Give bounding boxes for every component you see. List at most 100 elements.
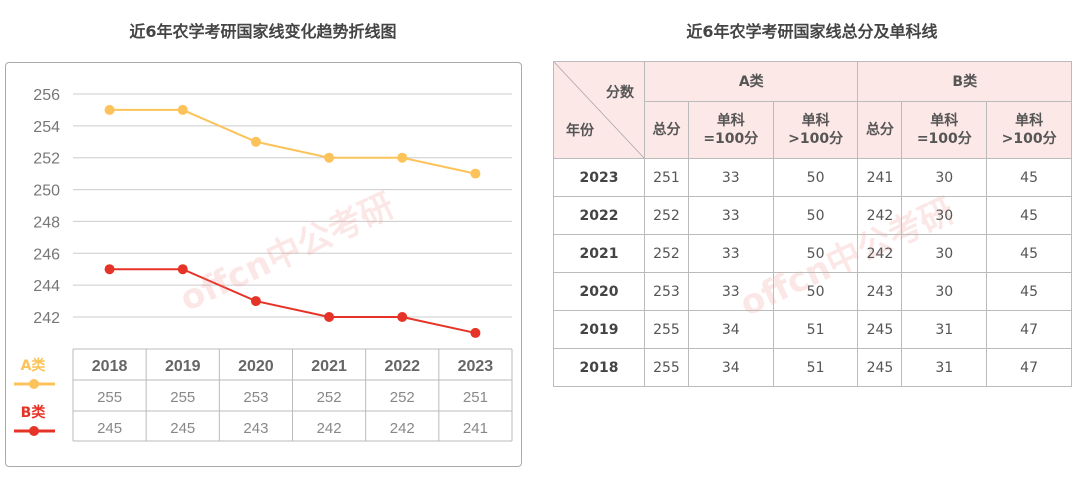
score-cell: 45 bbox=[986, 196, 1072, 235]
score-cell: 30 bbox=[901, 272, 988, 311]
sub-header-line: 单科 bbox=[801, 113, 830, 129]
table-row: 2023 251 33 50 241 30 45 bbox=[553, 158, 1072, 197]
score-cell: 51 bbox=[772, 348, 859, 387]
y-tick-label: 244 bbox=[33, 278, 60, 295]
score-cell: 45 bbox=[986, 234, 1072, 273]
data-point bbox=[177, 264, 188, 275]
legend-marker bbox=[29, 379, 39, 389]
score-cell: 242 bbox=[857, 234, 903, 273]
score-cell: 34 bbox=[687, 348, 774, 387]
data-point bbox=[324, 312, 335, 322]
score-cell: 245 bbox=[857, 348, 903, 387]
corner-top: 分数 bbox=[606, 85, 634, 101]
y-tick-label: 256 bbox=[33, 87, 60, 104]
data-point bbox=[104, 264, 115, 275]
year-cell: 2019 bbox=[553, 310, 645, 349]
sub-header: 单科 =100分 bbox=[901, 101, 988, 159]
score-cell: 47 bbox=[986, 310, 1072, 349]
data-point bbox=[470, 327, 481, 338]
year-cell: 2018 bbox=[553, 348, 645, 387]
score-cell: 31 bbox=[901, 310, 988, 349]
y-tick-label: 242 bbox=[33, 310, 60, 327]
sub-header: 单科 >100分 bbox=[986, 101, 1072, 159]
score-cell: 241 bbox=[857, 158, 903, 197]
series-line-b bbox=[109, 268, 476, 334]
sub-header-line: 单科 bbox=[930, 113, 959, 129]
sub-header: 总分 bbox=[857, 101, 903, 159]
score-cell: 30 bbox=[901, 158, 988, 197]
data-point bbox=[250, 136, 261, 147]
score-cell: 33 bbox=[687, 272, 774, 311]
sub-header-line: >100分 bbox=[1001, 131, 1057, 147]
data-point bbox=[397, 312, 408, 322]
data-label: 243 bbox=[243, 420, 268, 437]
table-row: 2020 253 33 50 243 30 45 bbox=[553, 272, 1072, 311]
score-cell: 51 bbox=[772, 310, 859, 349]
score-cell: 252 bbox=[644, 234, 689, 273]
table-title: 近6年农学考研国家线总分及单科线 bbox=[686, 22, 938, 41]
data-label: 242 bbox=[317, 420, 342, 437]
data-label: 241 bbox=[463, 420, 488, 437]
sub-header-line: 单科 bbox=[716, 113, 745, 129]
sub-header: 单科 >100分 bbox=[772, 101, 859, 159]
x-category-label: 2018 bbox=[92, 358, 128, 375]
score-cell: 33 bbox=[687, 196, 774, 235]
table-row: 2021 252 33 50 242 30 45 bbox=[553, 234, 1072, 273]
score-cell: 33 bbox=[687, 234, 774, 273]
sub-header-line: =100分 bbox=[703, 131, 759, 147]
score-cell: 255 bbox=[644, 348, 689, 387]
score-cell: 242 bbox=[857, 196, 903, 235]
table-row: 2018 255 34 51 245 31 47 bbox=[553, 348, 1072, 387]
sub-header: 总分 bbox=[644, 101, 689, 159]
chart-frame bbox=[5, 62, 522, 467]
series-line-a bbox=[109, 108, 476, 175]
data-label: 251 bbox=[463, 389, 488, 406]
data-point bbox=[104, 104, 115, 115]
table-row: 2019 255 34 51 245 31 47 bbox=[553, 310, 1072, 349]
score-cell: 251 bbox=[644, 158, 689, 197]
x-category-label: 2020 bbox=[238, 358, 274, 375]
data-label: 252 bbox=[390, 389, 415, 406]
sub-header-line: 总分 bbox=[652, 122, 681, 138]
score-cell: 34 bbox=[687, 310, 774, 349]
score-cell: 255 bbox=[644, 310, 689, 349]
score-cell: 31 bbox=[901, 348, 988, 387]
y-tick-label: 246 bbox=[33, 246, 60, 263]
score-cell: 30 bbox=[901, 196, 988, 235]
x-category-label: 2019 bbox=[165, 358, 201, 375]
legend-marker bbox=[29, 426, 39, 436]
corner-bottom: 年份 bbox=[566, 123, 594, 139]
data-label: 242 bbox=[390, 420, 415, 437]
year-cell: 2020 bbox=[553, 272, 645, 311]
data-label: 255 bbox=[170, 389, 195, 406]
line-chart: 242 244 246 248 250 252 254 256 2018 2019 2020 2021… bbox=[14, 87, 513, 442]
x-category-label: 2023 bbox=[458, 358, 494, 375]
score-cell: 50 bbox=[772, 234, 859, 273]
data-label: 245 bbox=[170, 420, 195, 437]
group-a-header: A类 bbox=[643, 61, 859, 102]
sub-header: 单科 =100分 bbox=[687, 101, 774, 159]
sub-header-line: >100分 bbox=[788, 131, 844, 147]
data-point bbox=[177, 104, 188, 115]
score-cell: 45 bbox=[986, 158, 1072, 197]
data-label: 252 bbox=[317, 389, 342, 406]
sub-header-line: =100分 bbox=[916, 131, 972, 147]
year-cell: 2023 bbox=[553, 158, 645, 197]
data-point bbox=[250, 296, 261, 307]
legend-label: B类 bbox=[21, 404, 47, 421]
score-cell: 50 bbox=[772, 196, 859, 235]
data-label: 253 bbox=[243, 389, 268, 406]
sub-header-line: 总分 bbox=[865, 122, 894, 138]
group-b-header: B类 bbox=[857, 61, 1072, 102]
y-tick-label: 248 bbox=[33, 214, 60, 231]
score-cell: 50 bbox=[772, 272, 859, 311]
score-cell: 243 bbox=[857, 272, 903, 311]
data-point bbox=[470, 168, 481, 179]
data-label: 255 bbox=[97, 389, 122, 406]
year-cell: 2022 bbox=[553, 196, 645, 235]
x-category-label: 2022 bbox=[384, 358, 420, 375]
y-tick-label: 254 bbox=[33, 119, 60, 136]
corner-header: 分数 年份 bbox=[553, 61, 645, 159]
y-tick-label: 252 bbox=[33, 151, 60, 168]
data-label: 245 bbox=[97, 420, 122, 437]
